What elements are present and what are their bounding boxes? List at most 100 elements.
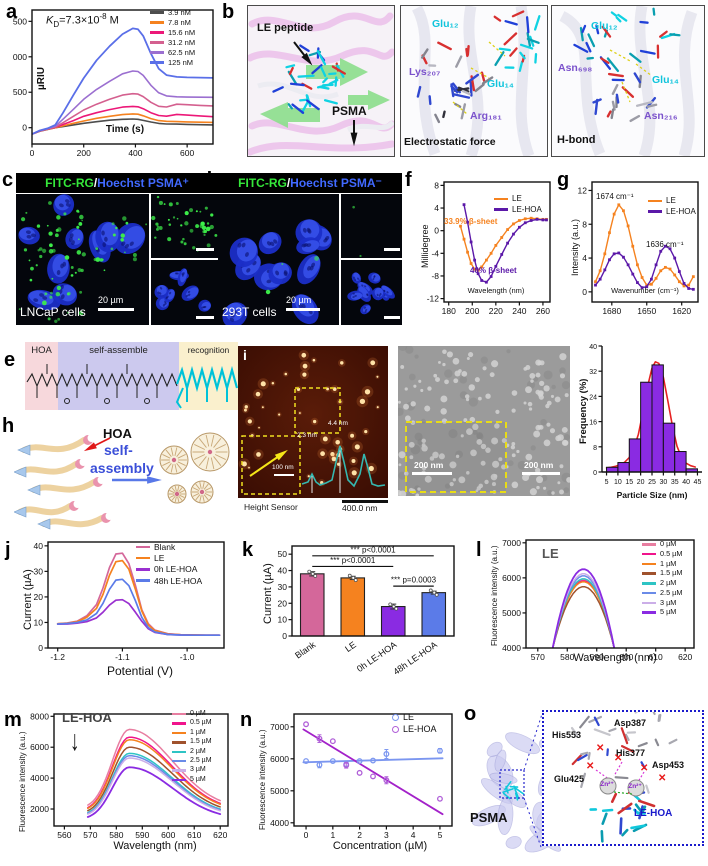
a-legend: 3.9 nM 7.8 nM 15.6 nM 31.2 nM 62.5 nM 125 nM <box>150 8 195 67</box>
legend-item: 31.2 nM <box>150 38 195 47</box>
svg-text:7000: 7000 <box>502 538 521 548</box>
panel-label-n: n <box>240 709 253 731</box>
clash-x-icon: ✕ <box>596 743 605 754</box>
svg-text:590: 590 <box>590 652 604 662</box>
svg-text:-12: -12 <box>427 294 440 304</box>
legend-label: 3 µM <box>190 766 206 774</box>
legend-swatch <box>172 750 186 753</box>
residue-asp387: Asp387 <box>614 718 647 728</box>
afm-main-scale-text: 400.0 nm <box>342 503 378 513</box>
legend-swatch <box>642 601 656 605</box>
svg-text:40: 40 <box>278 566 288 576</box>
legend-label: 1 µM <box>190 728 206 736</box>
svg-text:0: 0 <box>30 148 35 158</box>
svg-text:0: 0 <box>304 830 309 840</box>
legend-item: 2.5 µM <box>172 757 212 765</box>
le-fluorescence-chart: 570 580 590 600 610 620 4000 5000 6000 7000 <box>486 534 706 666</box>
j-y-axis-label: Current (µA) <box>22 569 34 630</box>
legend-swatch <box>172 769 186 772</box>
zinc-ion-label-1: Zn²⁺ <box>600 781 614 788</box>
current-bar-chart: Blank LE 0h LE-HOA 48h LE-HOA *** p<0.0001 **… <box>256 534 460 680</box>
svg-text:45: 45 <box>694 479 702 486</box>
svg-text:-1.1: -1.1 <box>115 652 130 662</box>
svg-text:600: 600 <box>180 148 194 158</box>
residue-asn216: Asn₂₁₆ <box>644 110 678 122</box>
c-title-fitc: FITC-RG <box>45 176 94 190</box>
legend-label: 3.9 nM <box>168 8 191 17</box>
hbond-caption: H-bond <box>557 134 596 146</box>
lehoa-fluorescence-chart: 560 570 580 590 600 610 620 2000 4000 6000 8000 <box>12 706 236 846</box>
legend-swatch <box>136 557 150 560</box>
svg-text:5000: 5000 <box>502 608 521 618</box>
svg-text:610: 610 <box>187 830 201 840</box>
svg-text:4: 4 <box>582 253 587 263</box>
svg-text:10: 10 <box>614 479 622 486</box>
psma-label-o: PSMA <box>470 810 508 825</box>
svg-text:2000: 2000 <box>30 804 49 814</box>
n-y-axis-label: Fluorescence intensity (a.u.) <box>258 729 267 831</box>
svg-text:*** p<0.0001: *** p<0.0001 <box>330 556 376 565</box>
panel-label-m: m <box>4 709 22 731</box>
c-scale-bar <box>98 308 134 311</box>
svg-text:30: 30 <box>278 582 288 592</box>
svg-text:620: 620 <box>213 830 227 840</box>
panel-label-o: o <box>464 703 477 725</box>
svg-text:20: 20 <box>34 592 44 602</box>
d-scale-bar <box>286 308 320 311</box>
legend-label: 2 µM <box>660 578 677 587</box>
panel-label-j: j <box>5 539 11 561</box>
legend-item: 5 µM <box>642 607 682 617</box>
svg-text:4000: 4000 <box>270 818 289 828</box>
legend-label: LE <box>512 194 522 203</box>
legend-swatch <box>392 713 399 721</box>
self-assembly-scheme <box>14 424 239 534</box>
panel-label-h: h <box>2 415 15 437</box>
electrostatic-interaction-image <box>400 5 548 157</box>
legend-item: LE <box>392 712 437 723</box>
tem-inset-scale-text: 200 nm <box>414 460 444 470</box>
afm-height-4-4: 4.4 nm <box>328 420 348 427</box>
legend-label: 1.5 µM <box>190 738 212 746</box>
d-title-bar: FITC-RG / Hoechst PSMA⁻ <box>218 173 402 193</box>
psma-label-b: PSMA <box>332 104 367 118</box>
residue-his553: His553 <box>552 730 582 740</box>
svg-text:4: 4 <box>411 830 416 840</box>
l-legend: 0 µM 0.5 µM 1 µM 1.5 µM 2 µM 2.5 µM 3 µM 5 µM <box>642 539 683 617</box>
svg-text:570: 570 <box>531 652 545 662</box>
svg-text:200: 200 <box>465 306 479 316</box>
svg-text:40: 40 <box>589 344 597 351</box>
le-peptide-label: LE peptide <box>257 22 314 34</box>
svg-text:25: 25 <box>648 479 656 486</box>
legend-item: LE-HOA <box>392 724 437 735</box>
svg-text:600: 600 <box>619 652 633 662</box>
d-sub2-scale-bar <box>384 316 400 319</box>
d-scale-text: 20 µm <box>286 295 312 305</box>
legend-swatch <box>642 572 656 575</box>
legend-label: 2.5 µM <box>660 587 683 597</box>
svg-text:Blank: Blank <box>293 639 318 660</box>
legend-label: 7.8 nM <box>168 18 191 27</box>
residue-asp453: Asp453 <box>652 760 685 770</box>
legend-item: 0 µM <box>172 710 212 718</box>
self-assemble-region: self-assemble <box>58 342 179 410</box>
svg-text:610: 610 <box>649 652 663 662</box>
legend-item: LE <box>648 196 696 206</box>
hoa-arrow-label: HOA <box>103 426 132 441</box>
legend-swatch <box>172 713 186 716</box>
concentration-scatter-chart: 0 1 2 3 4 5 4000 5000 6000 7000 <box>252 706 460 846</box>
residue-asn698: Asn₆₉₈ <box>558 62 593 74</box>
svg-text:24: 24 <box>589 394 597 401</box>
svg-text:500: 500 <box>13 16 27 26</box>
lncap-hoechst-channel-image <box>151 260 218 325</box>
f-legend: LE LE-HOA <box>494 194 542 214</box>
lehoa-tag: LE-HOA <box>62 710 112 725</box>
svg-text:0: 0 <box>582 287 587 297</box>
legend-swatch <box>642 543 656 546</box>
legend-swatch <box>494 197 508 200</box>
m-legend: 0 µM 0.5 µM 1 µM 1.5 µM 2 µM 2.5 µM 3 µM 5 µM <box>172 710 212 784</box>
legend-swatch <box>494 208 508 211</box>
c-sub1-scale-bar <box>196 248 214 251</box>
svg-text:20: 20 <box>637 479 645 486</box>
t293-merged-image <box>218 194 339 325</box>
svg-text:35: 35 <box>671 479 679 486</box>
